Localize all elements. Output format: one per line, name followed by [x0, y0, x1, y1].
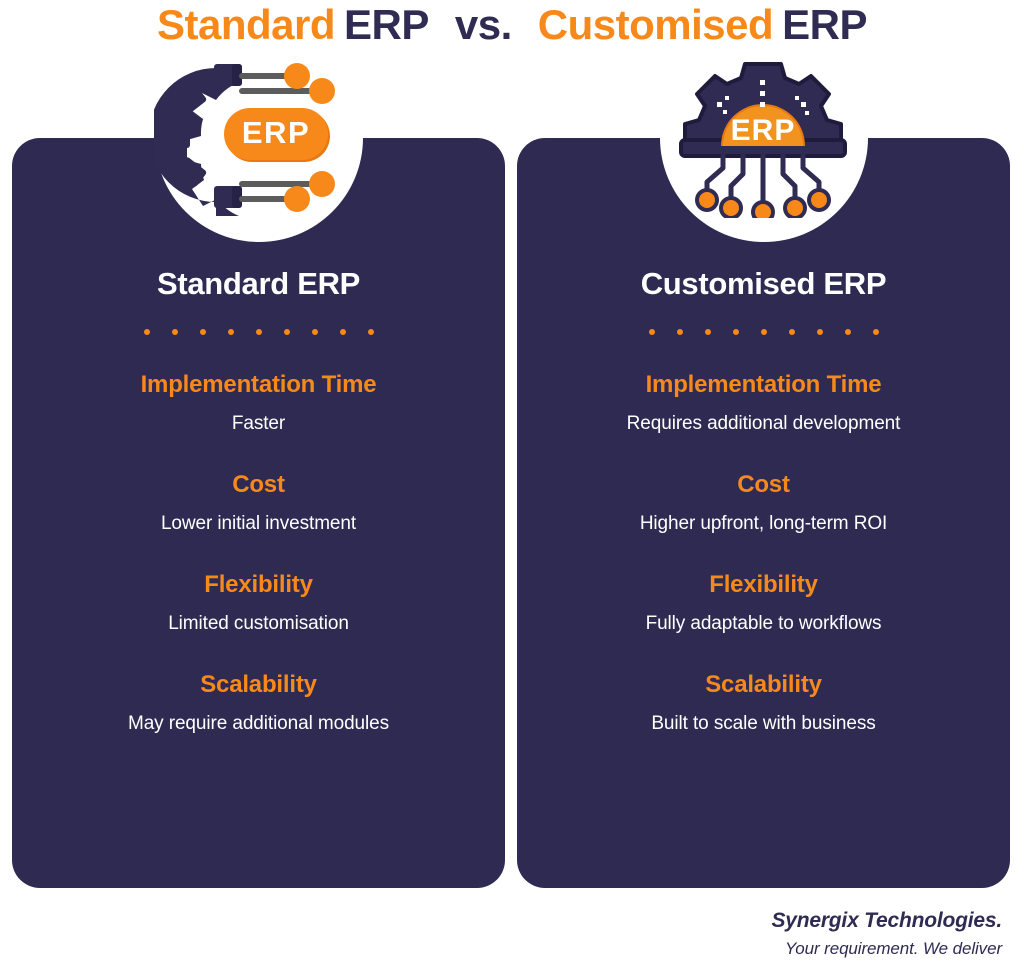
feature-label: Implementation Time	[140, 371, 377, 398]
sparkle-dots	[717, 80, 809, 115]
feature-label: Implementation Time	[645, 371, 882, 398]
company-tagline: Your requirement. We deliver	[784, 939, 1002, 958]
divider-dot	[311, 329, 318, 335]
divider-dot	[648, 329, 655, 335]
divider-dot	[732, 329, 739, 335]
divider-dot	[788, 329, 795, 335]
card-standard-erp: Standard ERP Implementation Time Faster …	[12, 138, 505, 888]
title-standard-erp: ERP	[344, 1, 429, 48]
divider-dot	[816, 329, 823, 335]
feature-label: Scalability	[705, 671, 822, 698]
card-title-standard: Standard ERP	[156, 266, 361, 301]
feature-row: Implementation Time Faster	[30, 370, 487, 436]
title-versus: vs.	[454, 1, 512, 48]
card-title-customised: Customised ERP	[640, 266, 887, 301]
dot-divider-right	[535, 328, 992, 336]
divider-dot	[199, 329, 206, 335]
card-customised-erp: Customised ERP Implementation Time Requi…	[517, 138, 1010, 888]
dot-divider-left	[30, 328, 487, 336]
divider-dot	[676, 329, 683, 335]
feature-value: Limited customisation	[168, 613, 349, 634]
divider-dot	[367, 329, 374, 335]
divider-dot	[255, 329, 262, 335]
feature-value: Higher upfront, long-term ROI	[639, 513, 888, 534]
divider-dot	[760, 329, 767, 335]
feature-row: Cost Lower initial investment	[30, 470, 487, 536]
divider-dot	[872, 329, 879, 335]
divider-dot	[283, 329, 290, 335]
feature-value: Built to scale with business	[651, 713, 876, 734]
card-body-customised: Customised ERP Implementation Time Requi…	[517, 138, 1010, 888]
feature-row: Scalability Built to scale with business	[535, 670, 992, 736]
title-customised-erp: ERP	[782, 1, 867, 48]
feature-row: Cost Higher upfront, long-term ROI	[535, 470, 992, 536]
divider-dot	[143, 329, 150, 335]
divider-dot	[844, 329, 851, 335]
feature-label: Flexibility	[709, 571, 818, 598]
feature-row: Implementation Time Requires additional …	[535, 370, 992, 436]
card-body-standard: Standard ERP Implementation Time Faster …	[12, 138, 505, 888]
feature-value: May require additional modules	[127, 713, 390, 734]
divider-dot	[227, 329, 234, 335]
title-standard-word: Standard	[156, 1, 336, 48]
feature-value: Fully adaptable to workflows	[645, 613, 882, 634]
feature-value: Faster	[231, 413, 286, 434]
footer-branding: Synergix Technologies. Your requirement.…	[771, 907, 1002, 961]
feature-row: Scalability May require additional modul…	[30, 670, 487, 736]
feature-label: Flexibility	[204, 571, 313, 598]
divider-dot	[171, 329, 178, 335]
feature-row: Flexibility Limited customisation	[30, 570, 487, 636]
divider-dot	[339, 329, 346, 335]
feature-row: Flexibility Fully adaptable to workflows	[535, 570, 992, 636]
feature-label: Cost	[232, 471, 285, 498]
feature-label: Cost	[737, 471, 790, 498]
feature-value: Requires additional development	[626, 413, 901, 434]
feature-value: Lower initial investment	[160, 513, 357, 534]
page-title: Standard ERP vs. Customised ERP	[0, 2, 1024, 48]
feature-label: Scalability	[200, 671, 317, 698]
company-name: Synergix Technologies.	[771, 909, 1002, 932]
divider-dot	[704, 329, 711, 335]
title-customised-word: Customised	[537, 1, 774, 48]
